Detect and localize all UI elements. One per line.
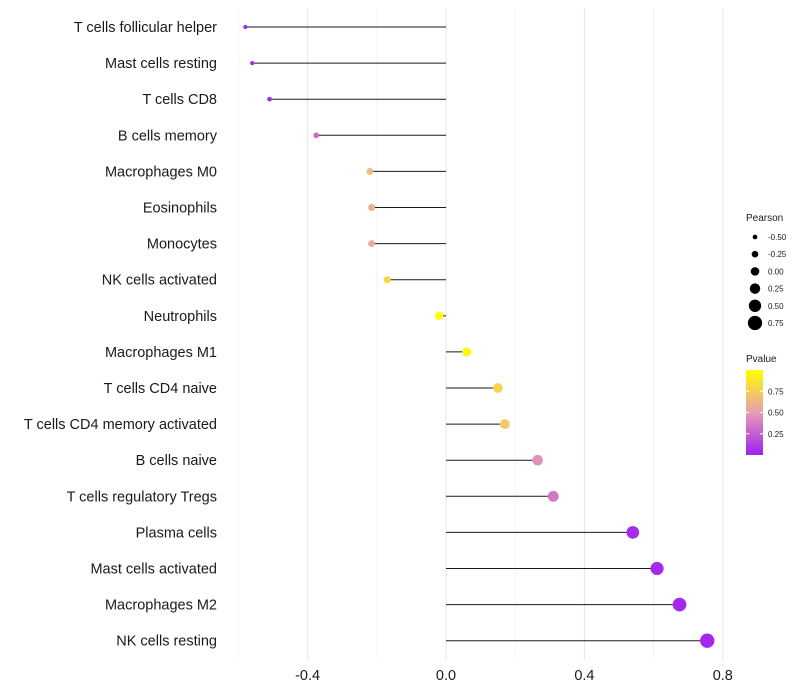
category-label: T cells CD4 naive bbox=[104, 381, 217, 397]
size-legend-key bbox=[752, 234, 758, 240]
colorbar-label: 0.75 bbox=[768, 387, 784, 396]
pearson-legend-title: Pearson bbox=[746, 213, 783, 224]
lollipop-point bbox=[243, 24, 248, 30]
category-label: B cells memory bbox=[118, 128, 218, 144]
lollipop-point bbox=[383, 276, 391, 284]
lollipop-points bbox=[243, 24, 715, 648]
size-legend-label: 0.75 bbox=[768, 319, 784, 328]
lollipop-point bbox=[650, 561, 664, 576]
size-legend-label: 0.50 bbox=[768, 302, 784, 311]
lollipop-point bbox=[366, 167, 374, 175]
category-labels: T cells follicular helper Mast cells rest… bbox=[24, 20, 218, 650]
size-legend-key bbox=[749, 283, 761, 294]
size-legend-label: 0.00 bbox=[768, 267, 784, 276]
lollipop-point bbox=[493, 383, 503, 393]
x-tick-label: 0.0 bbox=[436, 668, 456, 684]
category-label: Mast cells resting bbox=[105, 56, 217, 72]
lollipop-point bbox=[250, 60, 255, 66]
category-label: Plasma cells bbox=[136, 525, 217, 541]
x-axis-tick-labels: -0.4 0.0 0.4 0.8 bbox=[295, 668, 733, 684]
category-label: T cells CD8 bbox=[142, 92, 217, 108]
pvalue-colorbar bbox=[746, 370, 763, 455]
lollipop-point bbox=[462, 347, 472, 357]
category-label: T cells follicular helper bbox=[74, 20, 217, 36]
size-legend-label: -0.25 bbox=[768, 250, 787, 259]
lollipop-point bbox=[368, 204, 376, 211]
lollipop-point bbox=[700, 633, 715, 648]
category-label: B cells naive bbox=[136, 453, 217, 469]
lollipop-point bbox=[626, 526, 640, 539]
lollipop-point bbox=[313, 132, 320, 139]
category-label: Macrophages M2 bbox=[105, 598, 217, 614]
size-legend-key bbox=[751, 250, 759, 258]
category-label: Macrophages M0 bbox=[105, 164, 217, 180]
category-label: NK cells activated bbox=[102, 273, 217, 289]
size-legend-key bbox=[750, 267, 760, 276]
category-label: Monocytes bbox=[147, 237, 217, 253]
colorbar-label: 0.50 bbox=[768, 409, 784, 418]
lollipop-point bbox=[434, 311, 444, 320]
pvalue-legend-title: Pvalue bbox=[746, 354, 777, 365]
category-label: Neutrophils bbox=[144, 309, 217, 325]
x-tick-label: 0.4 bbox=[574, 668, 594, 684]
size-legend-key bbox=[748, 299, 762, 312]
lollipop-point bbox=[672, 597, 687, 612]
category-label: Mast cells activated bbox=[90, 562, 217, 578]
x-tick-label: -0.4 bbox=[295, 668, 320, 684]
pvalue-color-legend: Pvalue 0.25 0.50 0.75 bbox=[746, 354, 784, 455]
pearson-size-legend: Pearson -0.50 -0.25 0.00 0.25 0.50 0.75 bbox=[746, 213, 787, 331]
size-legend-label: -0.50 bbox=[768, 233, 787, 242]
category-label: T cells CD4 memory activated bbox=[24, 417, 217, 433]
lollipop-point bbox=[532, 454, 543, 466]
category-label: Eosinophils bbox=[143, 201, 217, 217]
lollipop-point bbox=[267, 96, 272, 102]
lollipop-stems bbox=[245, 26, 708, 642]
grid-lines bbox=[237, 8, 724, 660]
category-label: Macrophages M1 bbox=[105, 345, 217, 361]
colorbar-label: 0.25 bbox=[768, 430, 784, 439]
category-label: T cells regulatory Tregs bbox=[67, 489, 217, 505]
category-label: NK cells resting bbox=[116, 634, 217, 650]
size-legend-key bbox=[747, 315, 763, 331]
lollipop-point bbox=[368, 240, 376, 248]
size-legend-label: 0.25 bbox=[768, 285, 784, 294]
x-tick-label: 0.8 bbox=[713, 668, 733, 684]
lollipop-point bbox=[547, 490, 559, 502]
lollipop-point bbox=[499, 419, 510, 430]
